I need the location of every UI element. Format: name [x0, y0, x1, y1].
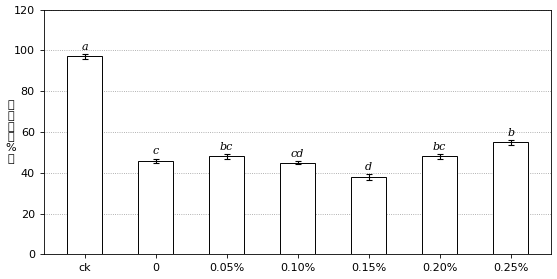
Bar	[280, 163, 315, 254]
Bar	[138, 160, 173, 254]
Bar	[67, 56, 102, 254]
Text: b: b	[507, 128, 514, 138]
Text: a: a	[81, 42, 88, 52]
Bar	[351, 177, 387, 254]
Text: c: c	[153, 146, 159, 157]
Bar	[422, 157, 457, 254]
Y-axis label: 腐
烂
率
（
%
）: 腐 烂 率 （ % ）	[6, 100, 16, 164]
Bar	[209, 157, 245, 254]
Bar	[493, 142, 529, 254]
Text: cd: cd	[291, 149, 304, 159]
Text: d: d	[365, 162, 372, 172]
Text: bc: bc	[220, 142, 233, 152]
Text: bc: bc	[433, 142, 446, 152]
